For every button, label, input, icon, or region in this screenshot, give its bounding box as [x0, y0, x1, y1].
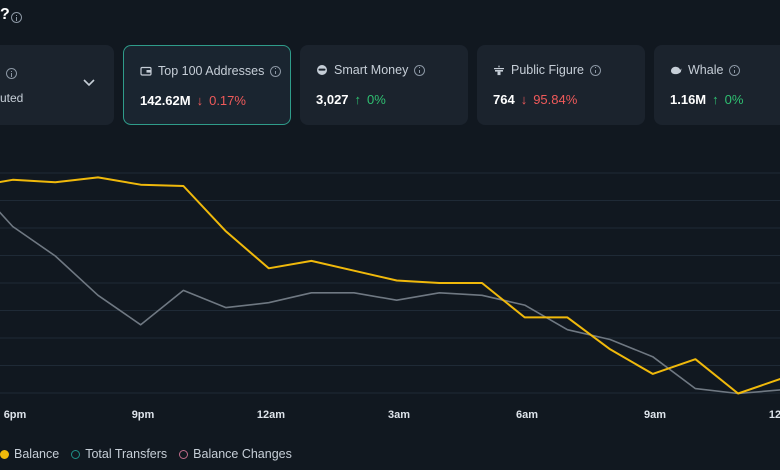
card-top-100-addresses[interactable]: Top 100 Addresses 142.62M ↓ 0.17%: [123, 45, 291, 125]
x-tick-label: 12: [768, 409, 780, 421]
x-tick-label: 12am: [256, 409, 286, 421]
card-change: 0.17%: [209, 93, 246, 108]
x-tick-label: 9pm: [131, 409, 155, 421]
card-change: 95.84%: [533, 92, 578, 107]
info-icon[interactable]: [414, 64, 426, 76]
legend-dot-icon: [0, 449, 9, 459]
wallet-icon: [140, 66, 152, 76]
card-smart-money[interactable]: Smart Money 3,027 ↑ 0%: [300, 45, 468, 125]
chart-legend: Balance Total Transfers Balance Changes: [0, 447, 304, 461]
chevron-down-icon[interactable]: [83, 79, 95, 87]
x-tick-label: 6pm: [3, 409, 27, 421]
category-selector[interactable]: [0, 45, 114, 125]
arrow-down-icon: ↓: [520, 92, 528, 107]
card-label: Top 100 Addresses: [158, 64, 265, 78]
x-tick-label: 9am: [643, 409, 667, 421]
info-icon[interactable]: [589, 64, 601, 76]
line-chart[interactable]: [0, 160, 780, 405]
legend-dot-icon: [179, 449, 189, 459]
series-line-balance[interactable]: [0, 176, 780, 395]
info-icon[interactable]: [270, 65, 282, 77]
legend-dot-icon: [71, 449, 81, 459]
legend-item-total-transfers[interactable]: Total Transfers: [71, 447, 167, 461]
card-label: Whale: [688, 63, 724, 77]
card-label: Smart Money: [334, 63, 409, 77]
x-tick-label: 6am: [515, 409, 539, 421]
info-icon[interactable]: [729, 64, 741, 76]
card-public-figure[interactable]: Public Figure 764 ↓ 95.84%: [477, 45, 645, 125]
page-title-fragment: ?: [0, 6, 10, 23]
x-tick-label: 3am: [387, 409, 411, 421]
selector-text: uted: [0, 91, 24, 105]
card-whale[interactable]: Whale 1.16M ↑ 0%: [654, 45, 780, 125]
card-label: Public Figure: [511, 63, 584, 77]
card-value: 142.62M: [140, 93, 191, 108]
info-icon[interactable]: [6, 68, 17, 79]
legend-item-balance-changes[interactable]: Balance Changes: [179, 447, 292, 461]
podium-icon: [494, 65, 504, 76]
arrow-down-icon: ↓: [196, 93, 204, 108]
legend-label: Balance: [14, 447, 60, 461]
card-value: 1.16M: [670, 92, 707, 107]
legend-label: Balance Changes: [193, 447, 292, 461]
card-value: 3,027: [316, 92, 349, 107]
info-icon[interactable]: [11, 12, 22, 23]
series-line-total-transfers[interactable]: [0, 180, 780, 395]
smart-money-icon: [317, 65, 327, 75]
legend-label: Total Transfers: [85, 447, 168, 461]
legend-item-balance[interactable]: Balance: [0, 447, 59, 461]
whale-icon: [671, 66, 682, 75]
arrow-up-icon: ↑: [712, 92, 719, 107]
arrow-up-icon: ↑: [354, 92, 362, 107]
card-value: 764: [493, 92, 515, 107]
card-change: 0%: [367, 92, 386, 107]
card-change: 0%: [724, 92, 744, 107]
